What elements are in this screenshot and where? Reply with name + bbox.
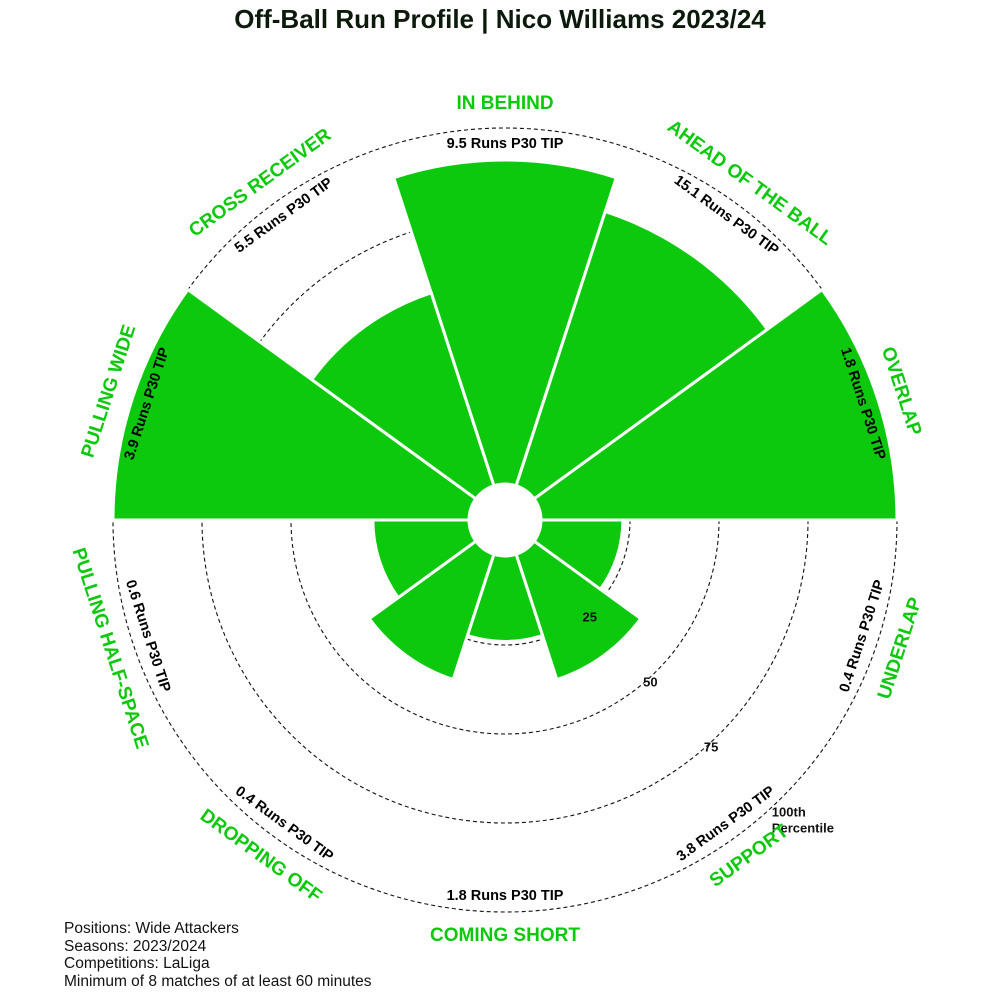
category-label-pulling-half-space: PULLING HALF-SPACE xyxy=(67,545,152,751)
category-label-in-behind: IN BEHIND xyxy=(456,93,553,114)
footer-minimum: Minimum of 8 matches of at least 60 minu… xyxy=(64,972,372,990)
bar-underlap xyxy=(532,518,625,592)
chart-footer: Positions: Wide Attackers Seasons: 2023/… xyxy=(64,920,372,990)
radial-tick-25: 25 xyxy=(582,609,596,624)
bar-support xyxy=(514,539,643,682)
bar-dropping-off xyxy=(367,539,496,682)
bar-coming-short xyxy=(465,552,545,643)
bar-ahead-of-the-ball xyxy=(514,209,770,501)
bar-in-behind xyxy=(391,158,619,488)
value-label-coming-short: 1.8 Runs P30 TIP xyxy=(447,888,564,904)
value-label-in-behind: 9.5 Runs P30 TIP xyxy=(447,136,564,152)
footer-seasons: Seasons: 2023/2024 xyxy=(64,937,207,955)
category-label-dropping-off: DROPPING OFF xyxy=(196,805,325,907)
radial-tick-75: 75 xyxy=(704,739,718,754)
radial-tick-100: 100th Percentile xyxy=(772,805,834,836)
bar-cross-receiver xyxy=(309,290,496,501)
category-label-underlap: UNDERLAP xyxy=(874,595,927,702)
bar-overlap xyxy=(532,287,899,522)
footer-positions: Positions: Wide Attackers xyxy=(64,920,239,937)
radial-tick-50: 50 xyxy=(643,674,657,689)
footer-competitions: Competitions: LaLiga xyxy=(64,955,210,972)
category-label-coming-short: COMING SHORT xyxy=(430,925,580,946)
bar-pulling-half-space xyxy=(371,518,478,600)
bar-pulling-wide xyxy=(111,287,478,522)
page-title: Off-Ball Run Profile | Nico Williams 202… xyxy=(234,4,766,34)
